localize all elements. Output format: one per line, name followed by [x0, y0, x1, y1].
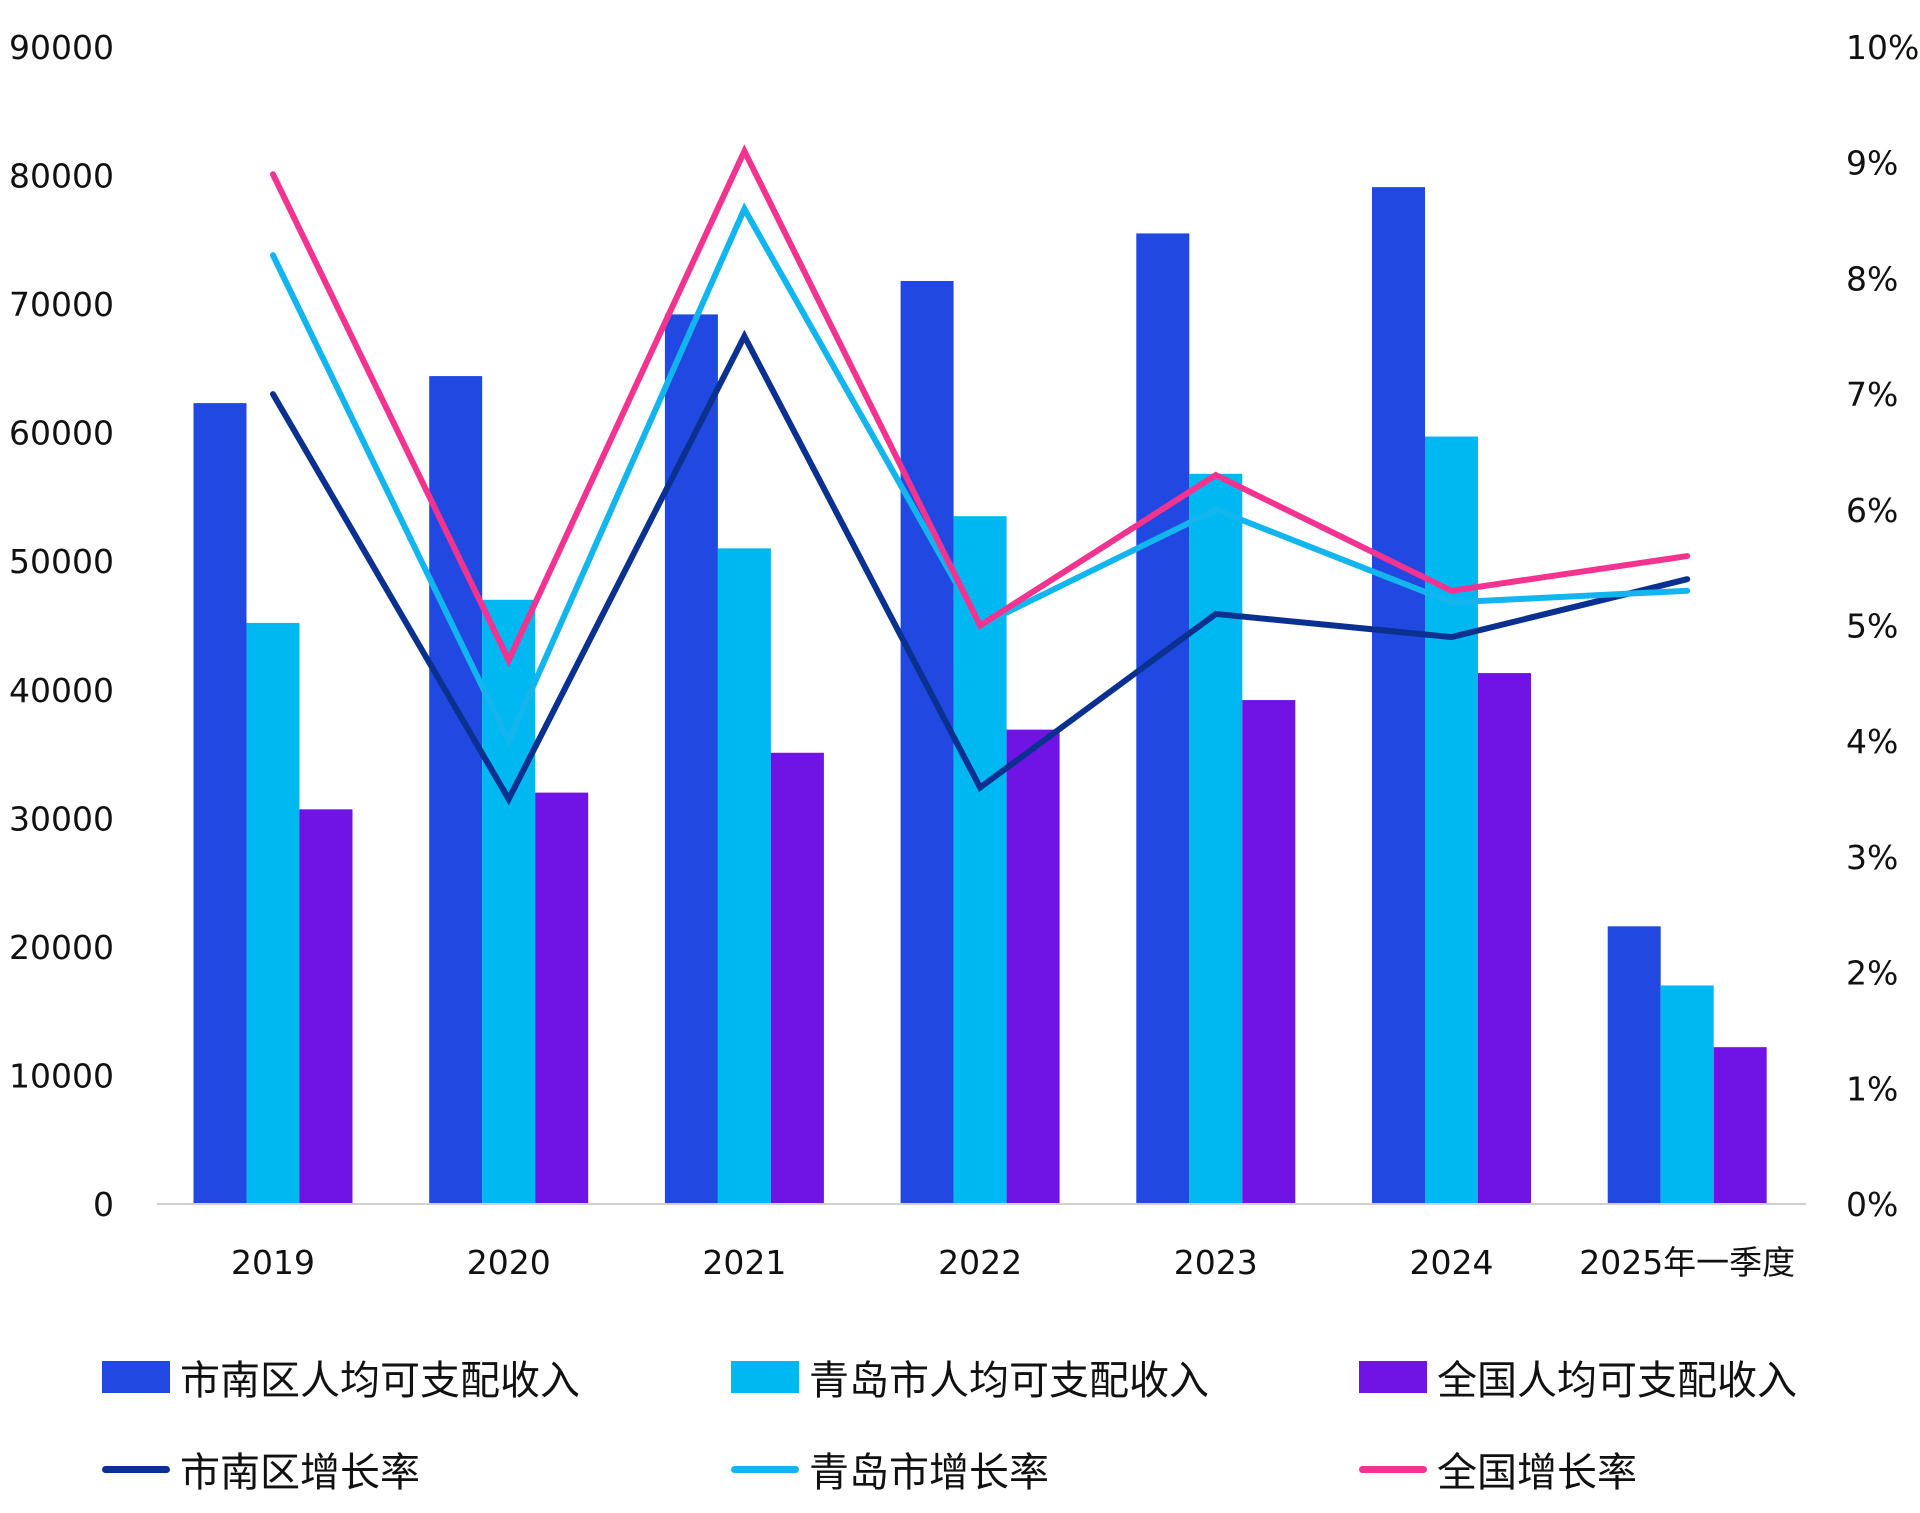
legend-label: 市南区增长率 — [180, 1450, 420, 1496]
legend-bar-0: 市南区人均可支配收入 — [102, 1348, 580, 1406]
x-tick-label: 2020 — [467, 1243, 551, 1282]
bar-1-1 — [482, 599, 536, 1204]
right-tick-label: 2% — [1846, 954, 1898, 993]
legend-label: 市南区人均可支配收入 — [180, 1358, 580, 1404]
bar-2-0 — [299, 809, 353, 1204]
legend-line-2: 全国增长率 — [1359, 1440, 1637, 1498]
x-tick-label: 2022 — [938, 1243, 1022, 1282]
left-tick-label: 60000 — [9, 414, 114, 453]
legend-line-swatch — [1359, 1465, 1427, 1473]
legend-label: 青岛市增长率 — [809, 1450, 1049, 1496]
x-tick-label: 2024 — [1410, 1243, 1494, 1282]
legend-line-swatch — [102, 1465, 170, 1473]
legend-line-0: 市南区增长率 — [102, 1440, 420, 1498]
right-tick-label: 8% — [1846, 259, 1898, 298]
legend-label: 青岛市人均可支配收入 — [809, 1358, 1209, 1404]
legend-bar-2: 全国人均可支配收入 — [1359, 1348, 1797, 1406]
left-tick-label: 80000 — [9, 157, 114, 196]
right-tick-label: 4% — [1846, 722, 1898, 761]
x-tick-label: 2019 — [231, 1243, 315, 1282]
bar-1-2 — [717, 548, 771, 1204]
right-tick-label: 0% — [1846, 1185, 1898, 1224]
legend-line-swatch — [731, 1465, 799, 1473]
bar-0-0 — [193, 403, 247, 1204]
bar-2-5 — [1478, 673, 1531, 1204]
bar-0-4 — [1136, 233, 1190, 1205]
right-tick-label: 5% — [1846, 607, 1898, 646]
legend-label: 全国人均可支配收入 — [1437, 1358, 1797, 1404]
right-tick-label: 1% — [1846, 1069, 1898, 1108]
line-0 — [270, 329, 1691, 806]
line-2 — [270, 144, 1691, 668]
bar-0-3 — [900, 280, 954, 1205]
bar-2-1 — [535, 792, 589, 1204]
bar-2-3 — [1006, 729, 1060, 1204]
x-tick-label: 2023 — [1174, 1243, 1258, 1282]
right-tick-label: 6% — [1846, 491, 1898, 530]
legend-swatch — [102, 1361, 170, 1393]
bar-1-4 — [1189, 473, 1243, 1204]
left-tick-label: 90000 — [9, 28, 114, 67]
right-tick-label: 9% — [1846, 144, 1898, 183]
bar-0-6 — [1607, 926, 1661, 1204]
left-tick-label: 20000 — [9, 928, 114, 967]
left-tick-label: 10000 — [9, 1056, 114, 1095]
bar-0-2 — [664, 314, 718, 1204]
right-tick-label: 10% — [1846, 28, 1919, 67]
bar-2-6 — [1713, 1047, 1767, 1204]
bar-1-6 — [1660, 985, 1714, 1204]
legend-label: 全国增长率 — [1437, 1450, 1637, 1496]
right-tick-label: 7% — [1846, 375, 1898, 414]
left-tick-label: 30000 — [9, 799, 114, 838]
legend-swatch — [1359, 1361, 1427, 1393]
bar-2-2 — [770, 752, 824, 1204]
bar-0-5 — [1372, 187, 1425, 1204]
x-tick-label: 2025年一季度 — [1579, 1243, 1795, 1282]
plot-area: 0 10000 20000 30000 40000 50000 60000 70000 8000… — [9, 28, 1919, 1282]
left-tick-label: 70000 — [9, 285, 114, 324]
left-tick-label: 40000 — [9, 671, 114, 710]
left-tick-label: 50000 — [9, 542, 114, 581]
legend-bar-1: 青岛市人均可支配收入 — [731, 1348, 1209, 1406]
bar-1-0 — [246, 622, 300, 1204]
bar-2-4 — [1242, 700, 1296, 1204]
legend-swatch — [731, 1361, 799, 1393]
right-tick-label: 3% — [1846, 838, 1898, 877]
bar-1-3 — [953, 516, 1007, 1204]
legend-line-1: 青岛市增长率 — [731, 1440, 1049, 1498]
left-tick-label: 0 — [93, 1185, 114, 1224]
bar-0-1 — [429, 376, 483, 1204]
bar-1-5 — [1425, 436, 1478, 1205]
x-tick-label: 2021 — [702, 1243, 786, 1282]
